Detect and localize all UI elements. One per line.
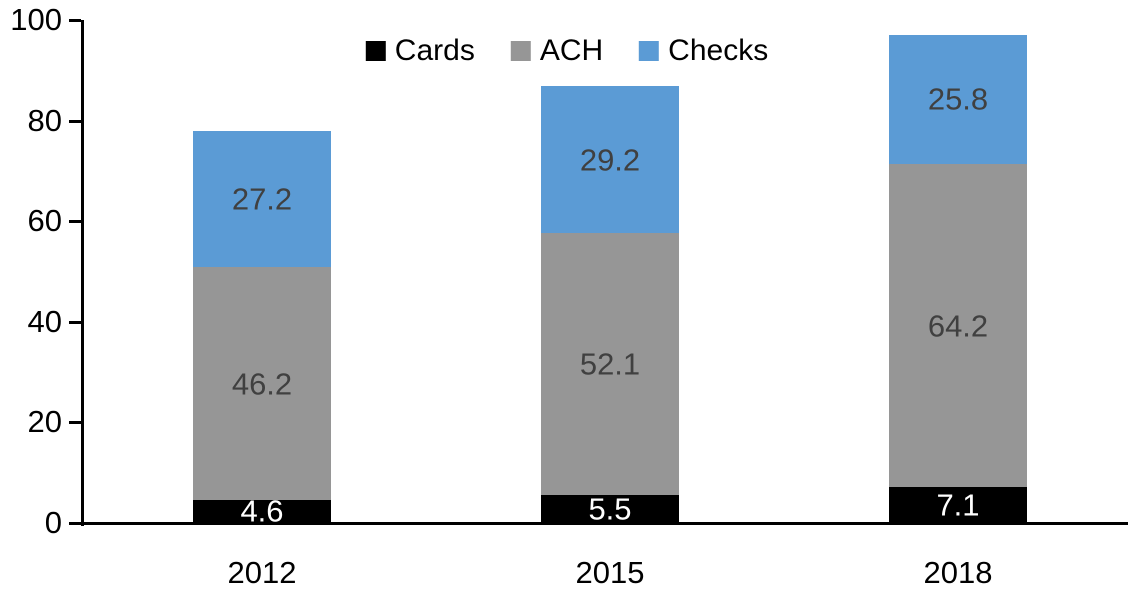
bar-label-ach-2018: 64.2 <box>927 308 989 344</box>
bar-segment-checks-2015: 29.2 <box>541 86 679 234</box>
y-tick-label: 0 <box>44 505 62 540</box>
y-tick-label: 80 <box>27 102 62 138</box>
y-tick-label: 60 <box>27 203 62 239</box>
x-axis-line <box>81 522 1128 525</box>
bar-label-ach-2012: 46.2 <box>231 366 293 402</box>
y-tick-label: 20 <box>27 404 62 440</box>
category-label-2012: 2012 <box>227 555 297 590</box>
y-axis-tick <box>69 119 81 123</box>
bar-label-cards-2018: 7.1 <box>936 487 980 523</box>
bar-segment-cards-2015: 5.5 <box>541 491 679 527</box>
y-axis-tick <box>69 19 81 22</box>
y-tick-label: 40 <box>27 303 62 339</box>
bar-label-cards-2015: 5.5 <box>588 491 632 527</box>
bar-segment-ach-2018: 64.2 <box>889 164 1027 488</box>
bar-segment-checks-2018: 25.8 <box>889 34 1027 165</box>
y-axis-tick <box>69 320 81 324</box>
category-label-2018: 2018 <box>923 555 993 590</box>
legend-marker-cards <box>365 41 386 61</box>
bar-label-cards-2012: 4.6 <box>240 493 284 529</box>
bar-segment-ach-2015: 52.1 <box>541 233 679 496</box>
y-axis-line <box>81 20 84 526</box>
legend-label-checks: Checks <box>668 34 769 67</box>
y-axis-tick <box>69 522 81 525</box>
bar-segment-cards-2012: 4.6 <box>193 496 331 527</box>
legend-marker-ach <box>510 41 531 61</box>
legend-item-ach: ACH <box>510 34 604 67</box>
legend-label-cards: Cards <box>394 34 475 67</box>
bar-segment-checks-2012: 27.2 <box>193 130 331 268</box>
legend-item-cards: Cards <box>365 34 475 67</box>
bar-label-checks-2015: 29.2 <box>579 142 641 178</box>
bar-label-checks-2012: 27.2 <box>231 181 293 217</box>
legend-item-checks: Checks <box>639 36 768 66</box>
chart-legend: Cards ACH Checks <box>365 31 768 71</box>
y-tick-label: 100 <box>10 2 62 37</box>
legend-label-ach: ACH <box>539 34 604 67</box>
y-axis-tick <box>69 421 81 425</box>
legend-marker-checks <box>639 41 660 61</box>
bar-label-ach-2015: 52.1 <box>579 346 641 382</box>
y-axis-tick <box>69 220 81 224</box>
bar-segment-cards-2018: 7.1 <box>889 487 1027 523</box>
category-label-2015: 2015 <box>575 555 645 590</box>
bar-segment-ach-2012: 46.2 <box>193 267 331 500</box>
bar-label-checks-2018: 25.8 <box>927 81 989 117</box>
